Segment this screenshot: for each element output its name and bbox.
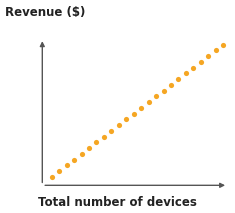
Point xyxy=(169,83,173,87)
Point xyxy=(162,89,165,92)
Point xyxy=(192,66,195,69)
Point xyxy=(57,169,61,173)
Point xyxy=(87,146,91,150)
Point xyxy=(65,164,68,167)
Point xyxy=(177,78,180,81)
Point xyxy=(199,60,203,64)
Point xyxy=(184,72,188,75)
Point xyxy=(72,158,76,161)
Point xyxy=(207,55,210,58)
Point xyxy=(214,49,218,52)
Point xyxy=(80,152,83,155)
Text: Total number of devices: Total number of devices xyxy=(38,196,197,209)
Point xyxy=(147,101,151,104)
Text: Revenue ($): Revenue ($) xyxy=(5,6,85,19)
Point xyxy=(221,43,225,46)
Point xyxy=(154,95,158,98)
Point xyxy=(110,129,113,132)
Point xyxy=(94,141,98,144)
Point xyxy=(132,112,136,115)
Point xyxy=(102,135,106,138)
Point xyxy=(117,123,121,127)
Point xyxy=(50,175,54,178)
Point xyxy=(139,106,143,110)
Point xyxy=(124,118,128,121)
